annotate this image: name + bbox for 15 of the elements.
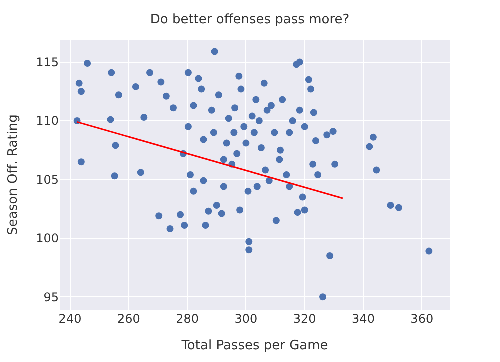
chart-title: Do better offenses pass more? (150, 12, 350, 28)
y-tick-label: 100 (36, 232, 59, 246)
y-tick-label: 110 (36, 114, 59, 128)
x-tick-label: 300 (234, 312, 258, 326)
x-tick-label: 260 (117, 312, 140, 326)
x-tick-label: 280 (176, 312, 200, 326)
y-tick-label: 95 (44, 290, 59, 304)
y-tick-label: 115 (36, 56, 59, 70)
y-tick-label: 105 (36, 172, 59, 187)
x-tick-label: 240 (58, 312, 82, 326)
x-tick-label: 340 (352, 312, 375, 326)
x-tick-label: 360 (410, 312, 434, 326)
y-axis-title: Season Off. Rating (6, 114, 22, 236)
x-axis-title: Total Passes per Game (180, 338, 328, 354)
x-tick-label: 320 (293, 312, 316, 326)
